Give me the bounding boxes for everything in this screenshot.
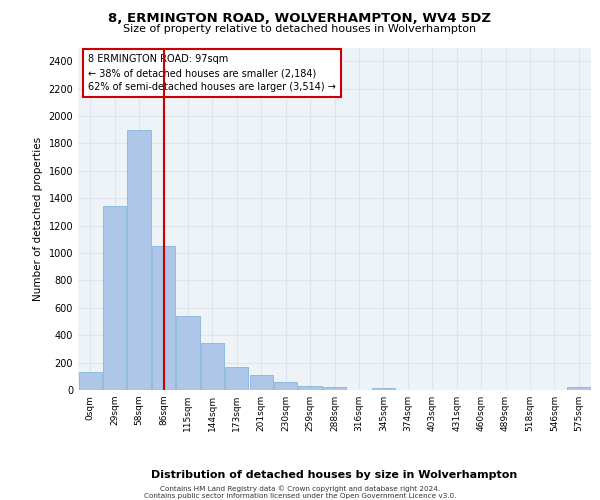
Bar <box>567 388 590 390</box>
Bar <box>127 130 151 390</box>
Bar <box>372 388 395 390</box>
Bar <box>176 316 200 390</box>
Bar <box>225 366 248 390</box>
Text: 8 ERMINGTON ROAD: 97sqm
← 38% of detached houses are smaller (2,184)
62% of semi: 8 ERMINGTON ROAD: 97sqm ← 38% of detache… <box>88 54 336 92</box>
Text: Contains HM Land Registry data © Crown copyright and database right 2024.
Contai: Contains HM Land Registry data © Crown c… <box>144 486 456 499</box>
Bar <box>274 382 297 390</box>
Text: 8, ERMINGTON ROAD, WOLVERHAMPTON, WV4 5DZ: 8, ERMINGTON ROAD, WOLVERHAMPTON, WV4 5D… <box>109 12 491 26</box>
Bar <box>250 375 273 390</box>
Bar <box>323 388 346 390</box>
Bar <box>79 372 102 390</box>
Bar <box>201 344 224 390</box>
X-axis label: Distribution of detached houses by size in Wolverhampton: Distribution of detached houses by size … <box>151 470 518 480</box>
Y-axis label: Number of detached properties: Number of detached properties <box>33 136 43 301</box>
Bar <box>298 386 322 390</box>
Text: Size of property relative to detached houses in Wolverhampton: Size of property relative to detached ho… <box>124 24 476 34</box>
Bar <box>152 246 175 390</box>
Bar <box>103 206 126 390</box>
